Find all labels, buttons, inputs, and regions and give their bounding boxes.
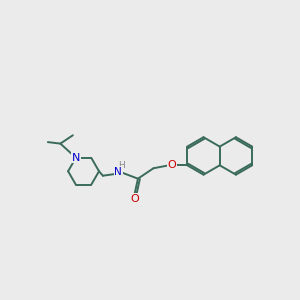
Text: O: O xyxy=(130,194,139,204)
Text: N: N xyxy=(115,167,122,176)
Text: O: O xyxy=(167,160,176,170)
Text: H: H xyxy=(118,161,125,170)
Text: N: N xyxy=(72,153,80,163)
